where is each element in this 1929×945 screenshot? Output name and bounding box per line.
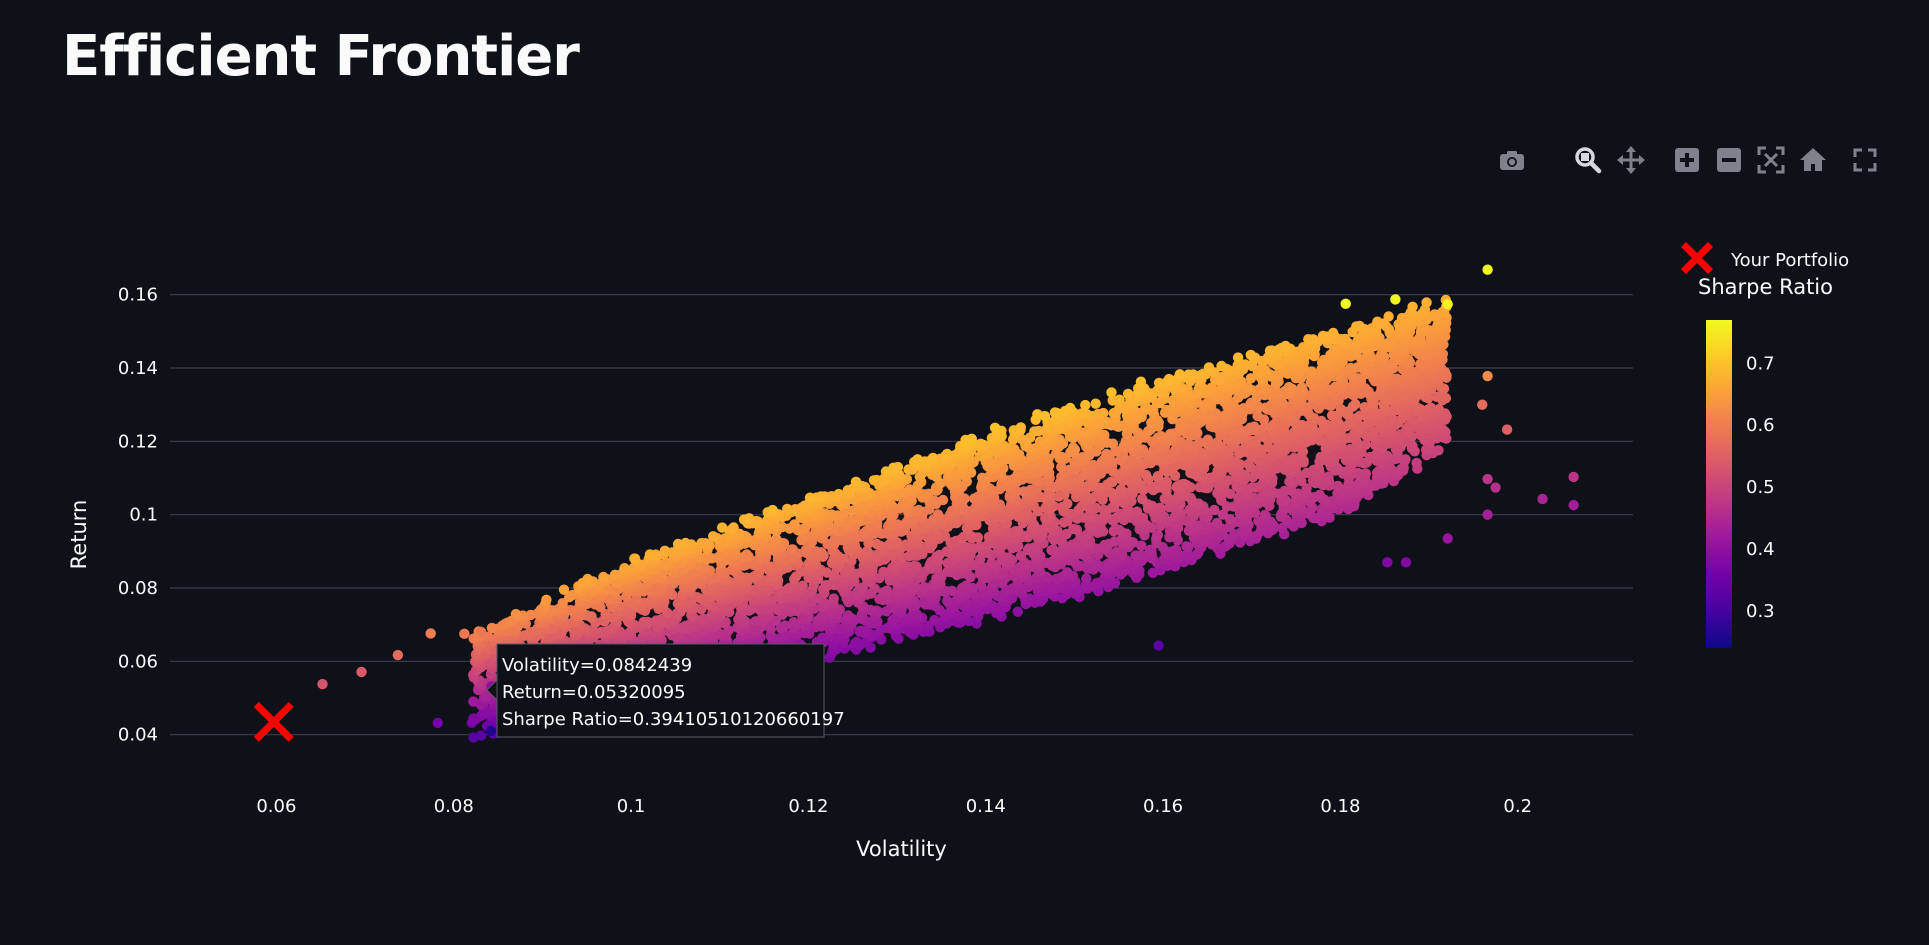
portfolio-point[interactable] [986, 600, 997, 611]
portfolio-point[interactable] [1253, 515, 1264, 527]
portfolio-point[interactable] [541, 594, 552, 605]
portfolio-point[interactable] [1211, 517, 1223, 529]
portfolio-point[interactable] [1396, 312, 1408, 324]
portfolio-point[interactable] [919, 581, 930, 593]
portfolio-point[interactable] [1232, 516, 1244, 527]
portfolio-point[interactable] [1411, 457, 1422, 469]
portfolio-point[interactable] [1326, 410, 1338, 421]
portfolio-point[interactable] [1110, 523, 1121, 535]
portfolio-point[interactable] [1092, 408, 1104, 420]
portfolio-point[interactable] [817, 632, 828, 643]
portfolio-point[interactable] [881, 585, 893, 596]
portfolio-point[interactable] [1165, 428, 1176, 440]
portfolio-point[interactable] [698, 613, 709, 624]
portfolio-point[interactable] [1012, 606, 1023, 617]
portfolio-point[interactable] [1062, 498, 1073, 509]
portfolio-point[interactable] [1332, 480, 1344, 492]
portfolio-point[interactable] [1400, 454, 1411, 465]
portfolio-point[interactable] [1145, 544, 1156, 555]
portfolio-point[interactable] [619, 563, 630, 574]
portfolio-point[interactable] [1323, 471, 1334, 482]
portfolio-point[interactable] [696, 537, 707, 549]
portfolio-point[interactable] [986, 557, 997, 569]
portfolio-point[interactable] [1111, 546, 1123, 557]
portfolio-point[interactable] [1259, 509, 1271, 521]
portfolio-point[interactable] [1280, 494, 1291, 506]
portfolio-point[interactable] [851, 636, 862, 647]
portfolio-point[interactable] [1061, 567, 1073, 578]
portfolio-point[interactable] [582, 573, 593, 585]
portfolio-point[interactable] [842, 610, 854, 621]
portfolio-point[interactable] [856, 609, 868, 620]
portfolio-point[interactable] [609, 569, 621, 580]
portfolio-point[interactable] [1015, 550, 1027, 561]
portfolio-point[interactable] [1170, 544, 1182, 555]
portfolio-point[interactable] [960, 580, 972, 591]
portfolio-point[interactable] [1209, 504, 1220, 516]
portfolio-point[interactable] [1279, 485, 1290, 497]
portfolio-point[interactable] [828, 593, 839, 604]
portfolio-point[interactable] [1202, 434, 1214, 445]
portfolio-point[interactable] [1249, 421, 1260, 432]
portfolio-point[interactable] [468, 696, 479, 707]
portfolio-point[interactable] [486, 622, 498, 634]
portfolio-point[interactable] [929, 614, 940, 626]
portfolio-point[interactable] [1288, 452, 1300, 464]
portfolio-point[interactable] [1136, 540, 1147, 551]
portfolio-point[interactable] [1425, 402, 1437, 413]
portfolio-point[interactable] [857, 582, 868, 593]
portfolio-point[interactable] [1109, 536, 1120, 547]
portfolio-point[interactable] [1175, 479, 1186, 490]
portfolio-point[interactable] [1181, 541, 1192, 552]
portfolio-point[interactable] [558, 584, 570, 595]
portfolio-point[interactable] [1101, 448, 1112, 460]
portfolio-point[interactable] [1277, 522, 1288, 534]
portfolio-point[interactable] [510, 608, 522, 620]
portfolio-point[interactable] [755, 604, 767, 615]
portfolio-point[interactable] [978, 562, 990, 573]
portfolio-point[interactable] [1314, 489, 1325, 501]
portfolio-point[interactable] [1048, 544, 1059, 555]
portfolio-point[interactable] [598, 571, 609, 583]
portfolio-point[interactable] [1152, 529, 1164, 541]
portfolio-point[interactable] [788, 617, 799, 628]
portfolio-point[interactable] [1023, 543, 1035, 554]
portfolio-point[interactable] [942, 595, 953, 606]
portfolio-point[interactable] [1350, 399, 1361, 410]
portfolio-point[interactable] [638, 616, 649, 628]
portfolio-point[interactable] [855, 625, 866, 636]
portfolio-point[interactable] [1081, 573, 1092, 584]
portfolio-point[interactable] [779, 620, 791, 631]
portfolio-point[interactable] [1301, 483, 1312, 494]
portfolio-point[interactable] [1130, 550, 1141, 561]
portfolio-point[interactable] [1202, 520, 1213, 531]
portfolio-point[interactable] [878, 566, 889, 577]
portfolio-point[interactable] [1217, 509, 1229, 520]
portfolio-point[interactable] [1068, 442, 1079, 453]
portfolio-point[interactable] [1433, 445, 1444, 456]
portfolio-point[interactable] [708, 531, 719, 542]
portfolio-point[interactable] [1137, 493, 1148, 505]
portfolio-point[interactable] [1296, 382, 1308, 393]
portfolio-point[interactable] [1091, 558, 1102, 569]
portfolio-point[interactable] [1247, 482, 1258, 493]
portfolio-point[interactable] [475, 730, 487, 741]
portfolio-point[interactable] [1429, 309, 1440, 320]
page-title: Efficient Frontier [62, 24, 580, 89]
portfolio-point[interactable] [741, 549, 752, 560]
portfolio-point[interactable] [818, 609, 829, 621]
portfolio-point[interactable] [932, 509, 944, 520]
portfolio-point[interactable] [1283, 381, 1295, 393]
portfolio-point[interactable] [1156, 431, 1167, 442]
